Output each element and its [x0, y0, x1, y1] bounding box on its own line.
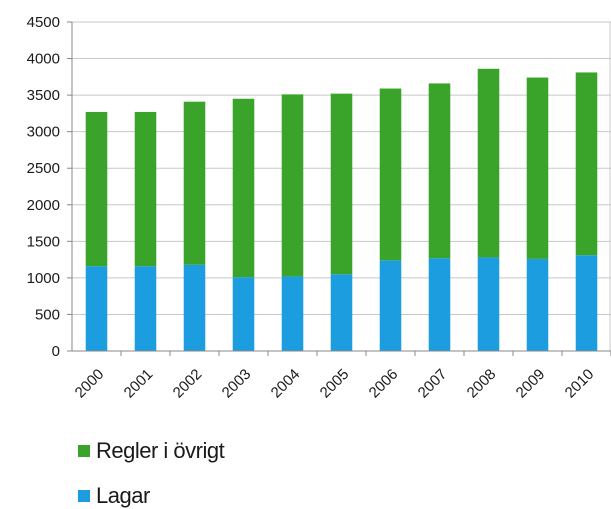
bar-lagar-2007	[428, 258, 451, 351]
bar-regler-i-vrigt-2002	[183, 101, 206, 265]
legend: Regler i övrigt Lagar	[78, 438, 225, 508]
legend-swatch-lagar	[78, 490, 90, 502]
y-tick-label: 1000	[27, 270, 60, 287]
bar-regler-i-vrigt-2007	[428, 83, 451, 259]
legend-label-lagar: Lagar	[96, 483, 150, 508]
bar-lagar-2006	[379, 260, 402, 351]
legend-label-regler: Regler i övrigt	[96, 438, 225, 463]
bar-lagar-2010	[575, 255, 598, 351]
bar-lagar-2004	[281, 276, 304, 351]
y-tick-label: 2500	[27, 160, 60, 177]
bar-lagar-2001	[134, 266, 157, 351]
legend-swatch-regler	[78, 445, 90, 457]
y-tick-label: 3000	[27, 124, 60, 141]
x-tick-label: 2006	[366, 366, 402, 402]
x-tick-label: 2007	[415, 366, 451, 402]
bar-regler-i-vrigt-2000	[85, 111, 108, 267]
x-tick-label: 2001	[121, 366, 157, 402]
y-tick-label: 0	[52, 343, 60, 360]
bar-regler-i-vrigt-2001	[134, 111, 157, 267]
x-tick-label: 2010	[562, 366, 598, 402]
bar-lagar-2009	[526, 258, 549, 351]
x-tick-label: 2005	[317, 366, 353, 402]
y-tick-label: 2000	[27, 197, 60, 214]
y-tick-label: 4500	[27, 14, 60, 31]
bar-regler-i-vrigt-2008	[477, 68, 500, 258]
y-tick-label: 500	[35, 306, 60, 323]
bar-regler-i-vrigt-2009	[526, 77, 549, 259]
x-tick-label: 2008	[464, 366, 500, 402]
bar-lagar-2008	[477, 257, 500, 351]
bar-regler-i-vrigt-2006	[379, 88, 402, 261]
x-tick-label: 2002	[170, 366, 206, 402]
bar-regler-i-vrigt-2010	[575, 72, 598, 256]
legend-item-lagar: Lagar	[78, 483, 224, 508]
bar-lagar-2005	[330, 274, 353, 351]
y-tick-label: 4000	[27, 51, 60, 68]
x-tick-labels: 2000 2001 2002 2003 2004 2005 2006 2007 2008 2009…	[72, 366, 598, 402]
bar-regler-i-vrigt-2004	[281, 94, 304, 277]
stacked-bar-chart: 0 500 1000 1500 2000 2500 3000 3500 4000 4500 200…	[27, 14, 611, 402]
bar-lagar-2003	[232, 277, 255, 351]
bar-regler-i-vrigt-2005	[330, 93, 353, 275]
x-tick-label: 2000	[72, 366, 108, 402]
x-tick-label: 2009	[513, 366, 549, 402]
axes	[67, 21, 611, 356]
bars	[85, 68, 598, 351]
legend-item-regler: Regler i övrigt	[78, 438, 225, 463]
x-tick-label: 2003	[219, 366, 255, 402]
bar-regler-i-vrigt-2003	[232, 98, 255, 278]
x-tick-label: 2004	[268, 366, 304, 402]
y-tick-label: 3500	[27, 87, 60, 104]
bar-lagar-2000	[85, 266, 108, 351]
bar-lagar-2002	[183, 264, 206, 351]
y-tick-label: 1500	[27, 233, 60, 250]
y-tick-labels: 0 500 1000 1500 2000 2500 3000 3500 4000 4500	[27, 14, 60, 360]
